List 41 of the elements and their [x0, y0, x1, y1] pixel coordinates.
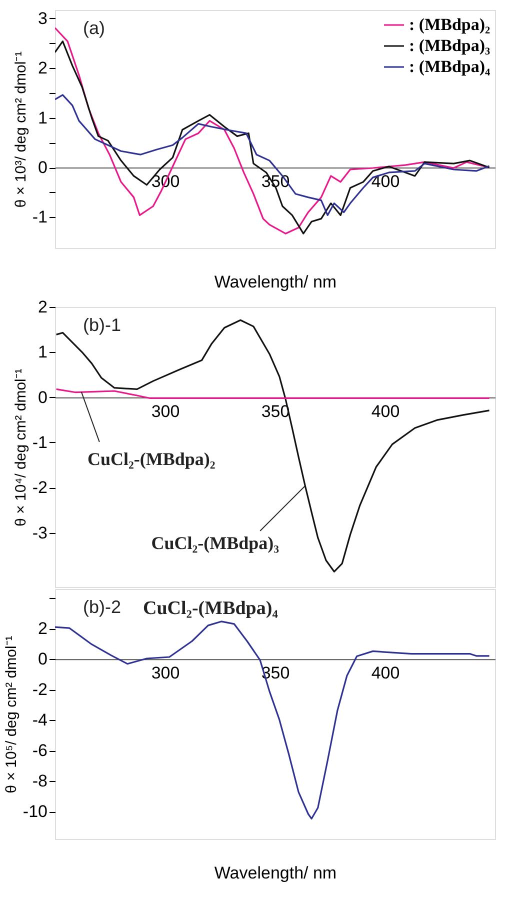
- annotation: CuCl₂-(MBdpa)₄: [143, 598, 278, 619]
- x-tick-label: 300: [151, 402, 180, 421]
- y-tick-label: -2: [32, 478, 48, 498]
- x-axis-title: Wavelength/ nm: [214, 272, 337, 292]
- line-series: [56, 388, 490, 400]
- y-tick-label: -8: [32, 772, 48, 791]
- y-tick-label: 2: [38, 619, 48, 638]
- x-tick-label: 300: [151, 664, 180, 683]
- y-axis-title: θ × 10³/ deg cm² dmol⁻¹: [12, 51, 30, 208]
- line-series: [55, 94, 490, 216]
- y-tick-label: 2: [38, 298, 48, 316]
- x-axis-title: Wavelength/ nm: [214, 864, 337, 882]
- legend-label: : (MBdpa)₃: [409, 36, 490, 55]
- annotation: CuCl₂-(MBdpa)₂: [87, 448, 216, 469]
- y-tick-label: 1: [38, 108, 48, 128]
- y-tick-label: -6: [32, 741, 48, 760]
- x-tick-label: 400: [371, 664, 400, 683]
- y-tick-label: -3: [32, 523, 48, 542]
- y-tick-label: 0: [38, 158, 48, 178]
- y-tick-label: 0: [38, 388, 48, 407]
- legend-label: : (MBdpa)₄: [409, 57, 490, 76]
- x-tick-label: 400: [371, 402, 400, 421]
- annotation: (b)-1: [83, 315, 122, 335]
- y-tick-label: 0: [38, 650, 48, 669]
- y-axis-title: θ × 10⁴/ deg cm² dmol⁻¹: [12, 368, 30, 526]
- line-series: [56, 319, 490, 572]
- annotation: (a): [83, 18, 105, 38]
- annotation: (b)-2: [83, 597, 122, 617]
- y-axis-title: θ × 10⁵/ deg cm² dmol⁻¹: [2, 636, 20, 794]
- y-tick-label: -2: [32, 680, 48, 700]
- x-tick-label: 400: [371, 172, 400, 192]
- y-tick-label: 3: [38, 8, 48, 28]
- y-tick-label: -1: [32, 432, 48, 452]
- line-series: [55, 620, 490, 820]
- y-tick-label: -1: [32, 208, 48, 227]
- y-tick-label: 2: [38, 58, 48, 78]
- y-tick-label: 1: [38, 342, 48, 362]
- legend-label: : (MBdpa)₂: [409, 15, 490, 34]
- y-tick-label: -10: [22, 802, 48, 822]
- y-tick-label: -4: [32, 710, 48, 730]
- annotation: CuCl₂-(MBdpa)₃: [151, 532, 280, 553]
